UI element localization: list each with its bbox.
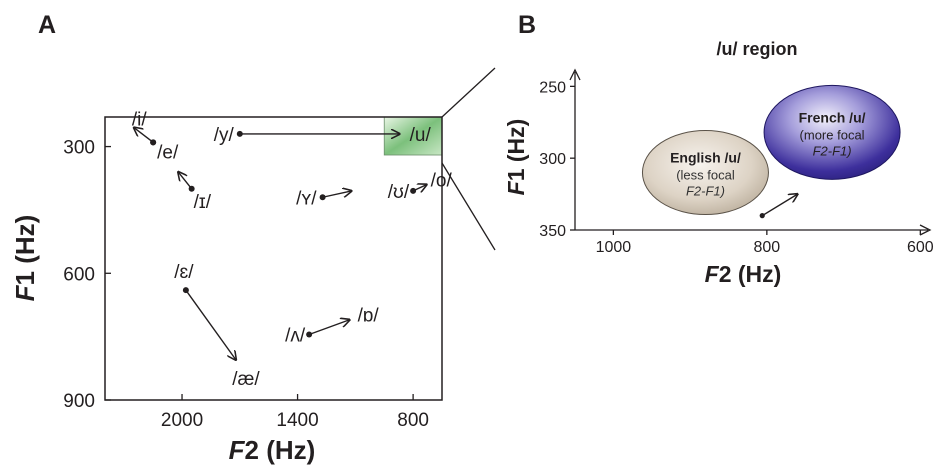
french-u-oval xyxy=(763,84,901,180)
x-axis-arrowhead xyxy=(919,224,932,236)
zoom-connector-bottom xyxy=(441,162,496,251)
y-tick-label-b: 300 xyxy=(539,151,566,168)
english-u-sublabel: (less focal xyxy=(676,168,735,183)
panel-a-label: A xyxy=(38,11,56,39)
vowel-shift-arrow xyxy=(134,128,154,143)
y-tick-label-a: 300 xyxy=(63,138,95,159)
vowel-label: /ʊ/ xyxy=(388,182,410,203)
x-axis-label-a: F2 (Hz) xyxy=(229,435,316,465)
y-tick-label-a: 900 xyxy=(63,391,95,412)
zoom-connector-top xyxy=(441,67,496,118)
vowel-label: /y/ xyxy=(214,125,235,146)
x-tick-label-a: 800 xyxy=(397,410,429,431)
x-axis-label-b: F2 (Hz) xyxy=(705,261,782,287)
y-tick-label-a: 600 xyxy=(63,264,95,285)
y-axis-arrowhead xyxy=(569,68,581,81)
vowel-label: /ʌ/ xyxy=(285,326,306,347)
vowel-shift-arrow xyxy=(412,185,426,191)
vowel-point xyxy=(150,139,157,146)
y-axis-label-a: F1 (Hz) xyxy=(10,215,40,302)
panel-b-title: /u/ region xyxy=(717,39,798,59)
shift-arrow xyxy=(761,194,797,217)
x-tick-label-b: 800 xyxy=(753,239,780,256)
french-u-label: French /u/ xyxy=(799,109,866,125)
vowel-shift-arrow xyxy=(185,289,236,360)
vowel-shift-arrow xyxy=(178,172,193,190)
vowel-label: /ɒ/ xyxy=(358,306,380,327)
panel-a-plot: 2000 1400 800 300 600 900 F2 (Hz) F1 (Hz) /i/… xyxy=(10,110,452,465)
vowel-label: /i/ xyxy=(132,110,148,131)
y-tick-label-b: 250 xyxy=(539,79,566,96)
vowel-label: /ʏ/ xyxy=(296,188,317,209)
vowel-label: /ɛ/ xyxy=(174,262,194,283)
plot-frame-a xyxy=(104,116,443,401)
vowel-label: /ɪ/ xyxy=(194,192,212,213)
x-tick-label-a: 1400 xyxy=(276,410,318,431)
vowel-label: /e/ xyxy=(157,142,179,163)
x-tick-label-b: 600 xyxy=(907,239,933,256)
english-u-oval xyxy=(641,130,769,216)
vowel-label: /u/ xyxy=(410,125,432,146)
y-tick-label-b: 350 xyxy=(539,223,566,240)
french-u-sublabel: (more focal xyxy=(800,127,865,142)
panel-b-label: B xyxy=(518,11,536,39)
vowel-shift-arrow xyxy=(322,191,352,198)
french-u-formant: F2-F1) xyxy=(813,143,852,158)
y-axis-label-b: F1 (Hz) xyxy=(503,119,529,196)
panel-b-plot: 1000 800 600 250 300 350 F2 (Hz) F1 (Hz) Engl… xyxy=(503,68,933,287)
english-u-formant: F2-F1) xyxy=(686,184,725,199)
english-u-label: English /u/ xyxy=(670,150,741,166)
x-tick-label-a: 2000 xyxy=(161,410,203,431)
x-tick-label-b: 1000 xyxy=(596,239,632,256)
vowel-label: /o/ xyxy=(431,171,453,192)
vowel-label: /æ/ xyxy=(232,369,260,390)
vowel-shift-arrow xyxy=(308,320,349,336)
